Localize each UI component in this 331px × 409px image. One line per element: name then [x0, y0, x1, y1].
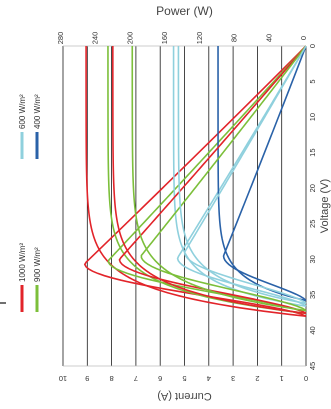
iv-curve: [112, 46, 307, 315]
power-curve: [183, 45, 307, 305]
voltage-tick-label: 25: [308, 220, 317, 228]
power-tick-label: 0: [299, 36, 308, 40]
current-tick-label: 6: [158, 374, 162, 383]
voltage-tick-label: 30: [308, 255, 317, 263]
power-tick-label: 80: [230, 34, 239, 42]
voltage-tick-label: 15: [308, 148, 317, 156]
iv-curve: [107, 46, 307, 315]
voltage-tick-label: 35: [308, 291, 317, 299]
voltage-tick-label: 20: [308, 184, 317, 192]
axes: 0123456789100408012016020024028005101520…: [0, 4, 331, 402]
iv-curve: [131, 46, 307, 312]
plot-area: [62, 45, 307, 367]
power-curve: [140, 45, 307, 312]
power-tick-label: 240: [91, 32, 100, 45]
current-tick-label: 0: [304, 374, 308, 383]
power-curve: [176, 45, 307, 307]
current-tick-label: 5: [182, 374, 186, 383]
iv-curve: [85, 46, 307, 318]
power-tick-label: 200: [125, 32, 134, 45]
current-tick-label: 10: [59, 374, 67, 383]
legend-label: 1000 W/m²: [18, 243, 27, 282]
current-tick-label: 2: [255, 374, 259, 383]
legend-label: 900 W/m²: [33, 247, 42, 282]
voltage-tick-label: 10: [308, 113, 317, 121]
current-tick-label: 7: [134, 374, 138, 383]
power-tick-label: 120: [195, 32, 204, 45]
current-axis-title: Current (A): [157, 390, 211, 402]
current-tick-label: 8: [110, 374, 114, 383]
current-tick-label: 3: [231, 374, 235, 383]
power-axis-title: Power (W): [156, 4, 213, 18]
legend: 1000 W/m² 900 W/m² 600 W/m² 400 W/m²: [18, 94, 42, 312]
power-tick-label: 160: [160, 32, 169, 45]
current-tick-label: 9: [85, 374, 89, 383]
legend-label: 400 W/m²: [33, 94, 42, 129]
power-curve: [107, 45, 307, 315]
power-curve: [222, 45, 307, 302]
current-tick-label: 4: [207, 374, 211, 383]
voltage-tick-label: 40: [308, 326, 317, 334]
power-tick-label: 40: [264, 34, 273, 42]
legend-label: 600 W/m²: [18, 94, 27, 129]
iv-curve: [177, 46, 307, 305]
voltage-tick-label: 45: [308, 362, 317, 370]
voltage-tick-label: 5: [308, 79, 317, 83]
iv-curve: [217, 46, 307, 302]
voltage-axis-title: Voltage (V): [319, 179, 331, 233]
power-curve: [118, 45, 307, 315]
voltage-tick-label: 0: [308, 44, 317, 48]
power-tick-label: 280: [56, 32, 65, 45]
current-tick-label: 1: [280, 374, 284, 383]
power-curve: [83, 45, 307, 317]
iv-curve: [172, 46, 307, 308]
